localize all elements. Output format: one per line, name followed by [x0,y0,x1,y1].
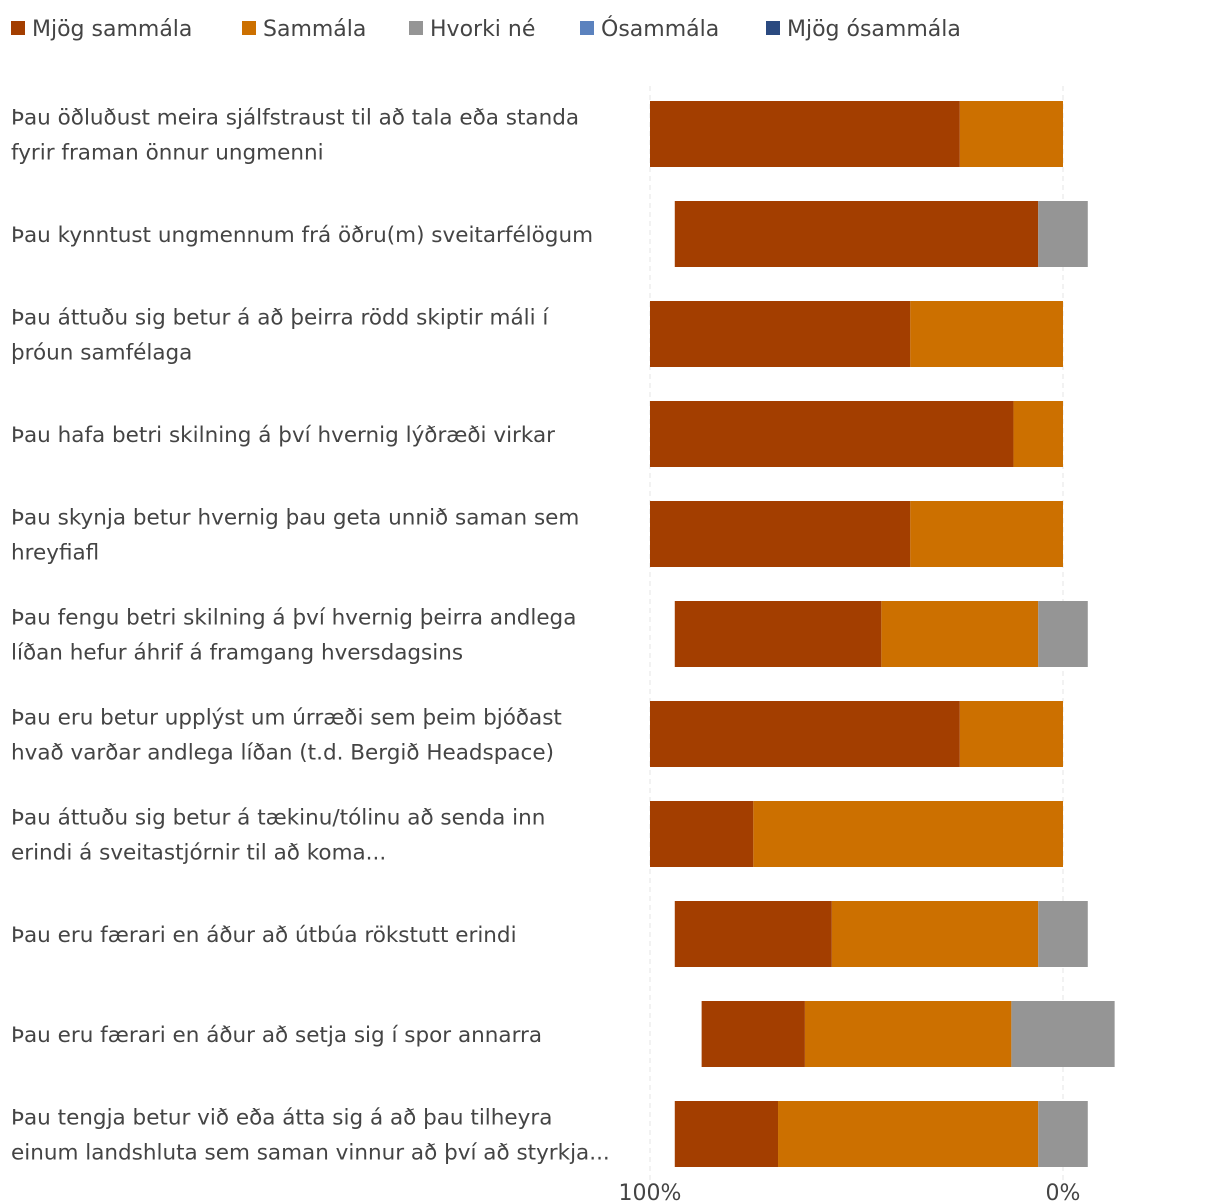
bar-segment-hvorki-ne [1038,901,1088,967]
bar-segment-hvorki-ne [1038,1101,1088,1167]
bar-segment-sammala [910,301,1063,367]
category-label-line: þróun samfélaga [11,341,192,366]
bar-segment-mjog-sammala [674,201,1039,267]
bar-segment-sammala [753,801,1063,867]
category-label-line: Þau áttuðu sig betur á tækinu/tólinu að … [11,806,545,831]
bar-segment-mjog-sammala [650,401,1014,467]
category-label-line: erindi á sveitastjórnir til að koma... [11,841,386,866]
category-label-line: einum landshluta sem saman vinnur að því… [11,1141,610,1166]
legend-label: Mjög sammála [32,17,192,42]
legend-item-sammala[interactable]: Sammála [242,17,366,42]
category-label: Þau áttuðu sig betur á að þeirra rödd sk… [11,306,549,366]
category-label-line: Þau tengja betur við eða átta sig á að þ… [11,1106,552,1131]
x-tick-label: 100% [619,1181,682,1204]
x-tick-label: 0% [1046,1181,1081,1204]
gridlines [649,86,1064,1180]
legend-label: Hvorki né [430,17,535,42]
x-axis-ticks: 100% 0% [619,1181,1081,1204]
bar-segment-sammala [959,701,1063,767]
bar-segment-sammala [778,1101,1039,1167]
bar-segment-mjog-sammala [650,701,960,767]
category-label-line: Þau eru færari en áður að útbúa rökstutt… [11,923,517,948]
legend-label: Mjög ósammála [787,17,961,42]
bar-segment-mjog-sammala [701,1001,805,1067]
category-label: Þau tengja betur við eða átta sig á að þ… [11,1106,610,1166]
bar-segment-hvorki-ne [1038,601,1088,667]
category-label: Þau eru betur upplýst um úrræði sem þeim… [11,706,562,766]
category-label: Þau eru færari en áður að útbúa rökstutt… [11,923,517,948]
bar-row [674,601,1088,667]
category-label-line: Þau áttuðu sig betur á að þeirra rödd sk… [11,306,549,331]
bar-row [650,401,1063,467]
bar-row [674,901,1088,967]
bar-segment-sammala [1013,401,1063,467]
bar-segment-sammala [959,101,1063,167]
bar-row [701,1001,1115,1067]
category-label-line: líðan hefur áhrif á framgang hversdagsin… [11,641,463,666]
category-label-line: Þau hafa betri skilning á því hvernig lý… [11,423,555,448]
category-labels: Þau öðluðust meira sjálfstraust til að t… [11,106,610,1166]
legend-item-osammala[interactable]: Ósammála [580,16,719,42]
category-label-line: Þau öðluðust meira sjálfstraust til að t… [11,106,579,131]
bar-segment-sammala [804,1001,1012,1067]
legend-item-hvorki-ne[interactable]: Hvorki né [409,17,535,42]
category-label-line: Þau eru betur upplýst um úrræði sem þeim… [11,706,562,731]
legend-swatch [409,21,423,35]
bar-segment-mjog-sammala [650,501,911,567]
bar-segment-sammala [881,601,1039,667]
category-label: Þau fengu betri skilning á því hvernig þ… [11,606,576,666]
legend-item-mjog-sammala[interactable]: Mjög sammála [11,17,192,42]
bar-segment-sammala [831,901,1039,967]
category-label-line: Þau fengu betri skilning á því hvernig þ… [11,606,576,631]
bar-segment-hvorki-ne [1011,1001,1115,1067]
bar-row [650,501,1063,567]
bar-row [650,701,1063,767]
bar-segment-mjog-sammala [650,801,754,867]
category-label-line: hvað varðar andlega líðan (t.d. Bergið H… [11,741,554,766]
bar-row [650,101,1063,167]
bar-segment-mjog-sammala [674,901,832,967]
category-label: Þau kynntust ungmennum frá öðru(m) sveit… [11,223,593,248]
legend-swatch [242,21,256,35]
category-label: Þau áttuðu sig betur á tækinu/tólinu að … [11,806,545,866]
bar-segment-mjog-sammala [650,101,960,167]
category-label-line: Þau eru færari en áður að setja sig í sp… [11,1023,542,1048]
bar-segment-mjog-sammala [674,1101,779,1167]
category-label: Þau skynja betur hvernig þau geta unnið … [11,506,579,566]
category-label: Þau eru færari en áður að setja sig í sp… [11,1023,542,1048]
bar-row [650,301,1063,367]
bars [650,101,1115,1167]
bar-segment-hvorki-ne [1038,201,1088,267]
legend-item-mjog-osammala[interactable]: Mjög ósammála [766,17,961,42]
bar-segment-mjog-sammala [650,301,911,367]
bar-row [650,801,1063,867]
legend-label: Sammála [263,17,366,42]
bar-row [674,201,1088,267]
bar-row [674,1101,1088,1167]
legend-swatch [580,21,594,35]
legend-swatch [11,21,25,35]
category-label-line: Þau skynja betur hvernig þau geta unnið … [11,506,579,531]
bar-segment-mjog-sammala [674,601,882,667]
category-label-line: fyrir framan önnur ungmenni [11,141,324,166]
bar-segment-sammala [910,501,1063,567]
legend-label: Ósammála [601,16,719,42]
legend: Mjög sammála Sammála Hvorki né Ósammála Mjög… [11,16,961,42]
category-label-line: hreyfiafl [11,541,99,566]
legend-swatch [766,21,780,35]
category-label: Þau öðluðust meira sjálfstraust til að t… [11,106,579,166]
category-label: Þau hafa betri skilning á því hvernig lý… [11,423,555,448]
category-label-line: Þau kynntust ungmennum frá öðru(m) sveit… [11,223,593,248]
